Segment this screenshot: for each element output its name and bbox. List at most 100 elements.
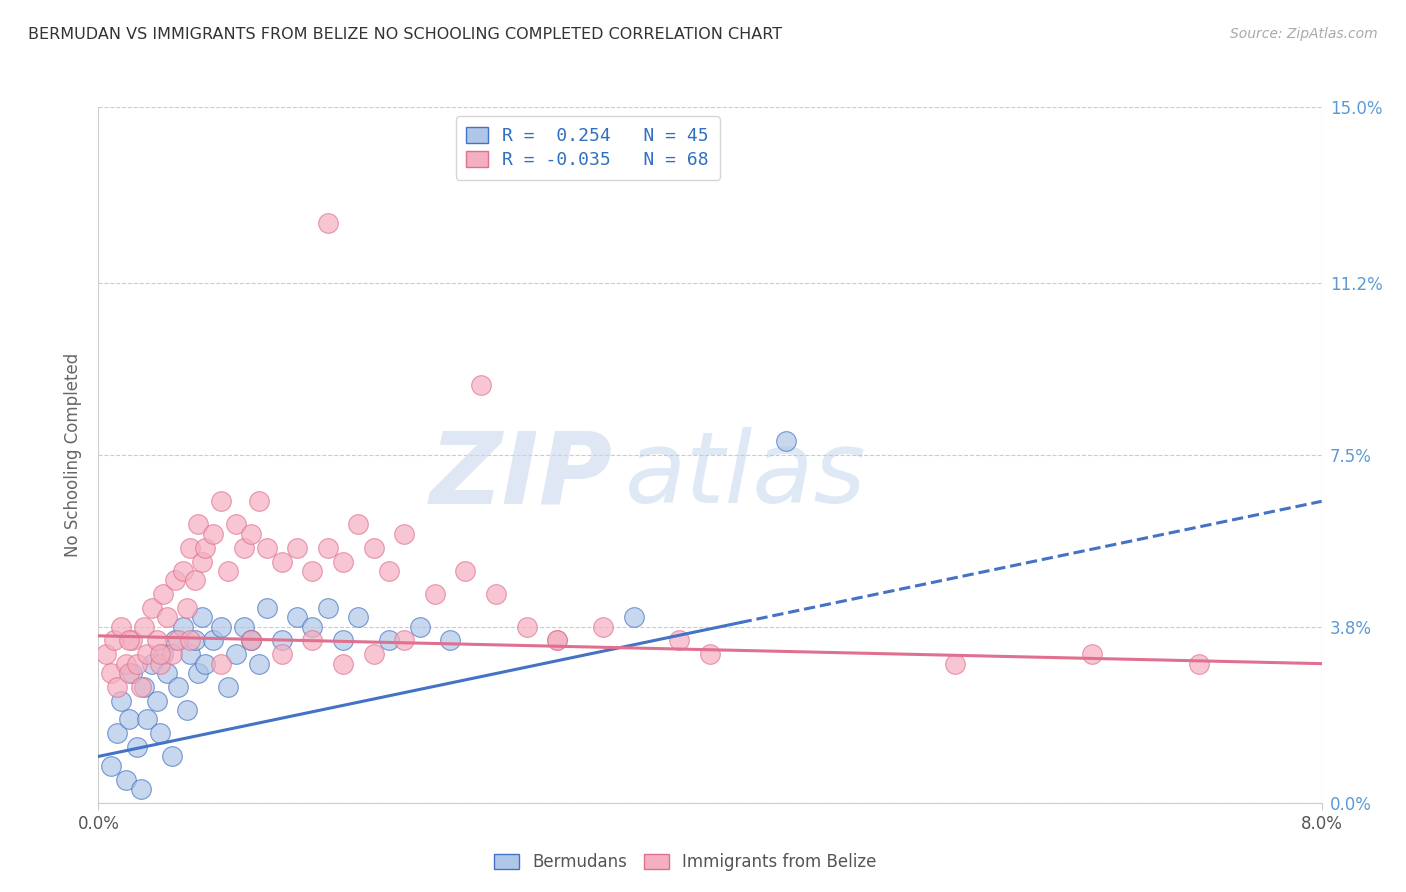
Point: [623, 610, 645, 624]
Point: [240, 633, 263, 648]
Point: [179, 633, 201, 648]
Point: [699, 648, 721, 662]
Point: [209, 619, 232, 633]
Point: [145, 633, 167, 648]
Point: [110, 619, 132, 633]
Point: [454, 564, 477, 578]
Point: [332, 633, 354, 648]
Point: [167, 680, 190, 694]
Point: [256, 601, 278, 615]
Point: [176, 601, 198, 615]
Point: [160, 648, 183, 662]
Point: [240, 633, 263, 648]
Point: [392, 633, 416, 648]
Point: [156, 610, 179, 624]
Point: [172, 564, 194, 578]
Point: [125, 657, 148, 671]
Point: [145, 694, 167, 708]
Point: [141, 601, 163, 615]
Point: [439, 633, 461, 648]
Point: [118, 665, 141, 680]
Point: [668, 633, 690, 648]
Point: [163, 573, 186, 587]
Point: [1081, 648, 1104, 662]
Point: [202, 633, 225, 648]
Point: [240, 633, 263, 648]
Point: [347, 610, 370, 624]
Point: [156, 665, 179, 680]
Point: [115, 772, 138, 787]
Point: [301, 619, 323, 633]
Point: [378, 633, 401, 648]
Point: [240, 526, 263, 541]
Point: [232, 541, 254, 555]
Point: [187, 517, 209, 532]
Point: [187, 665, 209, 680]
Point: [316, 216, 339, 230]
Text: atlas: atlas: [624, 427, 866, 524]
Text: BERMUDAN VS IMMIGRANTS FROM BELIZE NO SCHOOLING COMPLETED CORRELATION CHART: BERMUDAN VS IMMIGRANTS FROM BELIZE NO SC…: [28, 27, 782, 42]
Point: [191, 555, 214, 569]
Point: [515, 619, 537, 633]
Point: [115, 657, 138, 671]
Point: [332, 555, 354, 569]
Point: [363, 541, 385, 555]
Point: [1188, 657, 1211, 671]
Point: [103, 633, 125, 648]
Point: [163, 633, 186, 648]
Point: [129, 781, 152, 796]
Point: [408, 619, 430, 633]
Point: [285, 541, 308, 555]
Point: [184, 573, 207, 587]
Point: [347, 517, 370, 532]
Point: [129, 680, 152, 694]
Point: [592, 619, 614, 633]
Point: [149, 657, 172, 671]
Point: [118, 712, 141, 726]
Point: [247, 657, 270, 671]
Point: [209, 657, 232, 671]
Point: [179, 648, 201, 662]
Point: [363, 648, 385, 662]
Point: [270, 555, 294, 569]
Point: [546, 633, 568, 648]
Point: [136, 712, 159, 726]
Point: [160, 749, 183, 764]
Point: [202, 526, 225, 541]
Point: [209, 494, 232, 508]
Point: [134, 680, 156, 694]
Point: [167, 633, 190, 648]
Point: [378, 564, 401, 578]
Point: [943, 657, 966, 671]
Point: [301, 633, 323, 648]
Point: [172, 619, 194, 633]
Point: [225, 648, 247, 662]
Point: [423, 587, 446, 601]
Point: [316, 541, 339, 555]
Point: [194, 657, 217, 671]
Point: [256, 541, 278, 555]
Point: [105, 680, 128, 694]
Point: [134, 619, 156, 633]
Point: [179, 541, 201, 555]
Point: [149, 726, 172, 740]
Point: [546, 633, 568, 648]
Point: [270, 633, 294, 648]
Point: [247, 494, 270, 508]
Point: [149, 648, 172, 662]
Point: [217, 564, 239, 578]
Point: [191, 610, 214, 624]
Point: [194, 541, 217, 555]
Point: [470, 378, 492, 392]
Point: [184, 633, 207, 648]
Point: [270, 648, 294, 662]
Point: [100, 665, 122, 680]
Point: [232, 619, 254, 633]
Text: Source: ZipAtlas.com: Source: ZipAtlas.com: [1230, 27, 1378, 41]
Point: [301, 564, 323, 578]
Point: [125, 740, 148, 755]
Point: [100, 758, 122, 772]
Point: [285, 610, 308, 624]
Point: [110, 694, 132, 708]
Point: [217, 680, 239, 694]
